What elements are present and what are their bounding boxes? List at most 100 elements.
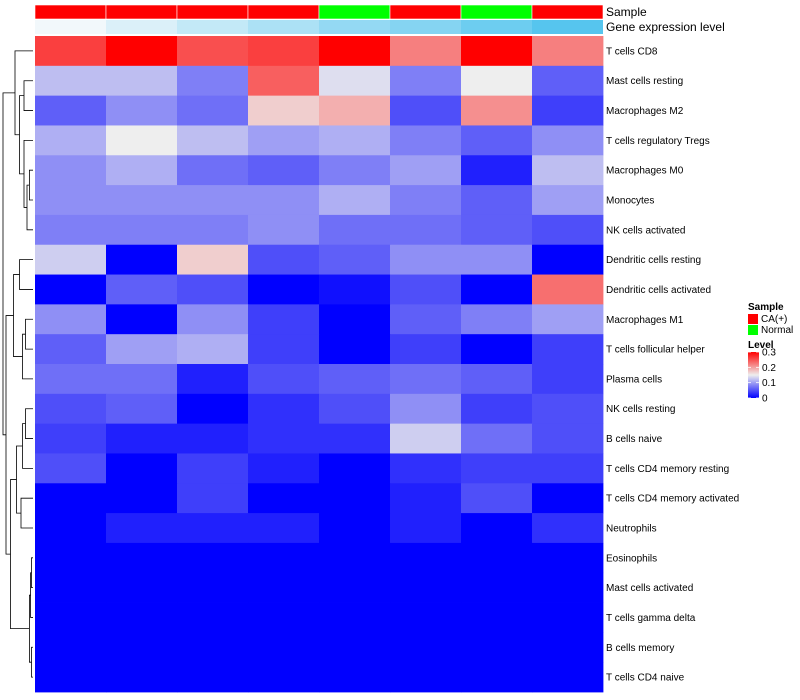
heatmap-cell (461, 542, 533, 574)
heatmap-cell (248, 36, 320, 67)
heatmap-cell (390, 244, 462, 275)
heatmap-cell (106, 423, 178, 454)
heatmap-cell (390, 36, 462, 67)
heatmap-cell (461, 304, 533, 335)
heatmap-cell (106, 602, 178, 633)
heatmap-cell (177, 513, 249, 544)
heatmap-cell (35, 274, 107, 305)
expression-annotation-cell (390, 20, 461, 34)
heatmap-cell (390, 483, 462, 514)
heatmap-cell (319, 304, 391, 335)
heatmap-cell (106, 542, 178, 574)
sample-annotation-cell (318, 4, 391, 20)
heatmap-cell (177, 65, 249, 97)
heatmap-cell (319, 662, 391, 693)
heatmap-cell (461, 423, 533, 454)
row-label: Plasma cells (606, 374, 662, 385)
sample-annotation-cell (176, 4, 249, 20)
heatmap-cell (177, 423, 249, 454)
heatmap-cell (461, 364, 533, 395)
heatmap-cell (177, 334, 249, 365)
row-label: Mast cells activated (606, 583, 693, 594)
heatmap-cell (532, 185, 604, 216)
heatmap-cell (106, 453, 178, 484)
heatmap-cell (106, 483, 178, 514)
heatmap-cell (532, 65, 604, 97)
heatmap-cell (177, 274, 249, 305)
heatmap-cell (35, 423, 107, 454)
dendrogram-branch (16, 445, 23, 514)
heatmap-cell (106, 125, 178, 156)
heatmap-cell (319, 364, 391, 395)
row-label: Neutrophils (606, 524, 657, 535)
heatmap-cell (532, 125, 604, 156)
dendrogram-branch (22, 333, 33, 380)
heatmap-cell (390, 95, 462, 126)
heatmap-cells (35, 36, 604, 693)
legend-swatch-normal (748, 325, 758, 335)
expression-annotation-cell (177, 20, 248, 34)
dendrogram-branch (5, 315, 14, 555)
heatmap-cell (177, 662, 249, 693)
heatmap-cell (248, 602, 320, 633)
heatmap-cell (35, 513, 107, 544)
dendrogram-branch (31, 557, 33, 589)
heatmap-cell (390, 125, 462, 156)
heatmap-cell (461, 95, 533, 126)
heatmap-cell (319, 632, 391, 663)
heatmap-cell (461, 662, 533, 693)
heatmap-cell (106, 304, 178, 335)
heatmap-cell (319, 155, 391, 186)
heatmap-cell (461, 572, 533, 603)
expression-annotation-cell (461, 20, 532, 34)
sample-annotation-cell (531, 4, 604, 20)
heatmap-cell (319, 214, 391, 246)
sample-annotation-cell (460, 4, 533, 20)
heatmap-cell (248, 185, 320, 216)
heatmap-cell (35, 155, 107, 186)
heatmap-cell (248, 393, 320, 425)
heatmap-cell (319, 334, 391, 365)
heatmap-cell (106, 65, 178, 97)
dendrogram-branch (31, 646, 33, 678)
heatmap-cell (35, 214, 107, 246)
row-label: T cells CD8 (606, 46, 658, 57)
row-label: NK cells resting (606, 404, 675, 415)
heatmap-cell (106, 513, 178, 544)
legend-level-tick-label: 0.1 (762, 378, 776, 389)
heatmap-cell (390, 214, 462, 246)
heatmap-cell (532, 244, 604, 275)
heatmap-cell (532, 423, 604, 454)
heatmap-cell (390, 65, 462, 97)
heatmap-cell (177, 572, 249, 603)
sample-annotation-cell (389, 4, 462, 20)
heatmap-cell (532, 632, 604, 663)
row-label: Macrophages M1 (606, 315, 684, 326)
heatmap-cell (390, 662, 462, 693)
heatmap-cell (106, 274, 178, 305)
heatmap-cell (390, 304, 462, 335)
heatmap-cell (319, 423, 391, 454)
heatmap-cell (177, 125, 249, 156)
heatmap-cell (390, 602, 462, 633)
heatmap-cell (248, 423, 320, 454)
heatmap-cell (390, 513, 462, 544)
heatmap-cell (532, 483, 604, 514)
heatmap-cell (106, 214, 178, 246)
annotation-row-label: Gene expression level (606, 20, 725, 34)
row-label: Dendritic cells resting (606, 255, 701, 266)
heatmap-cell (319, 393, 391, 425)
row-label: T cells CD4 memory activated (606, 494, 739, 505)
heatmap-cell (248, 662, 320, 693)
heatmap-cell (390, 155, 462, 186)
heatmap-cell (461, 632, 533, 663)
heatmap-cell (390, 274, 462, 305)
heatmap-cell (248, 95, 320, 126)
expression-annotation-cell (319, 20, 390, 34)
legend-label-ca: CA(+) (761, 314, 787, 325)
heatmap-cell (248, 572, 320, 603)
heatmap-cell (461, 393, 533, 425)
dendrogram-branch (26, 184, 33, 231)
heatmap-cell (319, 602, 391, 633)
